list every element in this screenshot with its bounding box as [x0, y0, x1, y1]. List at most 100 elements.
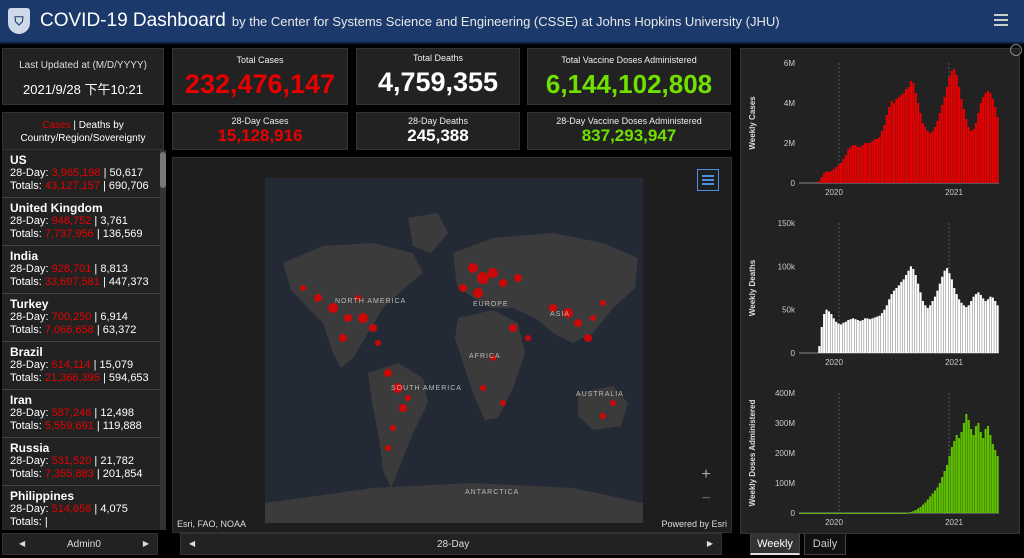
chart-bar[interactable]	[876, 513, 879, 514]
chart-bar[interactable]	[859, 513, 862, 514]
admin-selector[interactable]: ◀ Admin0 ▶	[2, 533, 158, 555]
chart-bar[interactable]	[945, 465, 949, 513]
case-bubble[interactable]	[399, 404, 407, 412]
chart-bar[interactable]	[856, 320, 859, 353]
chart-bar[interactable]	[861, 320, 864, 353]
world-map[interactable]: NORTH AMERICA SOUTH AMERICA EUROPE ASIA …	[173, 158, 733, 534]
chart-bar[interactable]	[991, 444, 994, 513]
expand-icon[interactable]	[1010, 44, 1022, 56]
case-bubble[interactable]	[610, 400, 616, 406]
chart-bar[interactable]	[859, 147, 862, 183]
chart-bar[interactable]	[871, 513, 874, 514]
chart-bar[interactable]	[953, 441, 956, 513]
chart-bar[interactable]	[967, 305, 970, 353]
case-bubble[interactable]	[514, 274, 522, 282]
chart-bar[interactable]	[849, 319, 852, 353]
chart-bar[interactable]	[830, 314, 833, 353]
chart-bar[interactable]	[890, 294, 893, 353]
chart-bar[interactable]	[866, 318, 869, 353]
case-bubble[interactable]	[300, 285, 306, 291]
chart-bar[interactable]	[873, 139, 876, 183]
chart-bar[interactable]	[892, 513, 896, 514]
chart-bar[interactable]	[883, 513, 886, 514]
case-bubble[interactable]	[480, 385, 486, 391]
country-list-scrollbar[interactable]	[160, 150, 166, 530]
map-panel[interactable]: NORTH AMERICA SOUTH AMERICA EUROPE ASIA …	[172, 157, 732, 533]
chart-bar[interactable]	[991, 99, 994, 183]
map-attribution-right[interactable]: Powered by Esri	[661, 519, 727, 529]
chart-bar[interactable]	[880, 131, 884, 183]
case-bubble[interactable]	[584, 334, 592, 342]
chart-bar[interactable]	[839, 163, 843, 183]
chart-bar[interactable]	[948, 273, 951, 353]
tab-weekly[interactable]: Weekly	[750, 533, 800, 555]
chart-bar[interactable]	[842, 322, 845, 353]
chart-bar[interactable]	[803, 513, 806, 514]
list-item[interactable]: Russia 28-Day: 531,520 | 21,782 Totals: 7,…	[2, 438, 160, 486]
case-bubble[interactable]	[314, 294, 322, 302]
case-bubble[interactable]	[509, 324, 517, 332]
chart-bar[interactable]	[861, 145, 864, 183]
chart-bar[interactable]	[994, 450, 997, 513]
chart-bar[interactable]	[905, 275, 908, 353]
chart-bar[interactable]	[994, 107, 997, 183]
admin-next-icon[interactable]: ▶	[142, 539, 149, 548]
list-header-cases[interactable]: Cases	[42, 120, 71, 131]
chart-bar[interactable]	[873, 317, 876, 353]
chart-bar[interactable]	[936, 290, 939, 353]
chart-bar[interactable]	[929, 133, 932, 183]
chart-bar[interactable]	[832, 513, 835, 514]
chart-bar[interactable]	[868, 143, 871, 183]
chart-bar[interactable]	[820, 177, 823, 183]
chart-bar[interactable]	[955, 294, 958, 353]
chart-bar[interactable]	[979, 103, 982, 183]
chart-bar[interactable]	[880, 513, 884, 514]
case-bubble[interactable]	[339, 334, 347, 342]
chart-bar[interactable]	[871, 141, 874, 183]
chart-bar[interactable]	[986, 91, 990, 183]
case-bubbles[interactable]	[300, 263, 616, 451]
chart-bar[interactable]	[914, 93, 917, 183]
case-bubble[interactable]	[390, 425, 396, 431]
chart-bar[interactable]	[926, 499, 929, 514]
chart-bar[interactable]	[912, 83, 915, 183]
chart-bar[interactable]	[876, 316, 879, 353]
case-bubble[interactable]	[488, 268, 498, 278]
scrollbar-thumb[interactable]	[160, 152, 166, 188]
hamburger-menu-icon[interactable]	[994, 14, 1008, 26]
chart-bar[interactable]	[909, 266, 912, 353]
case-bubble[interactable]	[375, 340, 381, 346]
chart-bar[interactable]	[854, 145, 857, 183]
chart-bar[interactable]	[832, 169, 835, 183]
chart-bar[interactable]	[820, 327, 823, 353]
chart-bar[interactable]	[892, 103, 896, 183]
chart-bar[interactable]	[962, 305, 965, 353]
chart-bar[interactable]	[924, 305, 927, 353]
chart-bar[interactable]	[938, 283, 941, 353]
list-item[interactable]: United Kingdom 28-Day: 948,752 | 3,761 Tot…	[2, 198, 160, 246]
chart-bar[interactable]	[991, 297, 994, 353]
chart-bar[interactable]	[854, 513, 857, 514]
chart-bar[interactable]	[955, 75, 958, 183]
chart-bar[interactable]	[876, 139, 879, 183]
chart-bar[interactable]	[878, 513, 881, 514]
chart-bar[interactable]	[905, 89, 908, 183]
case-bubble[interactable]	[358, 313, 368, 323]
chart-bar[interactable]	[931, 131, 934, 183]
chart-bar[interactable]	[907, 270, 910, 353]
chart-bar[interactable]	[919, 113, 922, 183]
chart-bar[interactable]	[895, 513, 898, 514]
chart-bar[interactable]	[801, 513, 804, 514]
period-prev-icon[interactable]: ◀	[189, 539, 196, 548]
chart-bar[interactable]	[885, 305, 888, 353]
list-header-deaths[interactable]: Deaths	[78, 120, 111, 131]
chart-bar[interactable]	[878, 315, 881, 353]
chart-bar[interactable]	[921, 504, 925, 513]
chart-bar[interactable]	[970, 301, 973, 353]
chart-bar[interactable]	[945, 87, 949, 183]
chart-bar[interactable]	[979, 432, 982, 513]
chart-bar[interactable]	[866, 513, 869, 514]
list-item[interactable]: Iran 28-Day: 587,246 | 12,498 Totals: 5,55…	[2, 390, 160, 438]
chart-bar[interactable]	[849, 147, 852, 183]
chart-bar[interactable]	[909, 512, 912, 514]
